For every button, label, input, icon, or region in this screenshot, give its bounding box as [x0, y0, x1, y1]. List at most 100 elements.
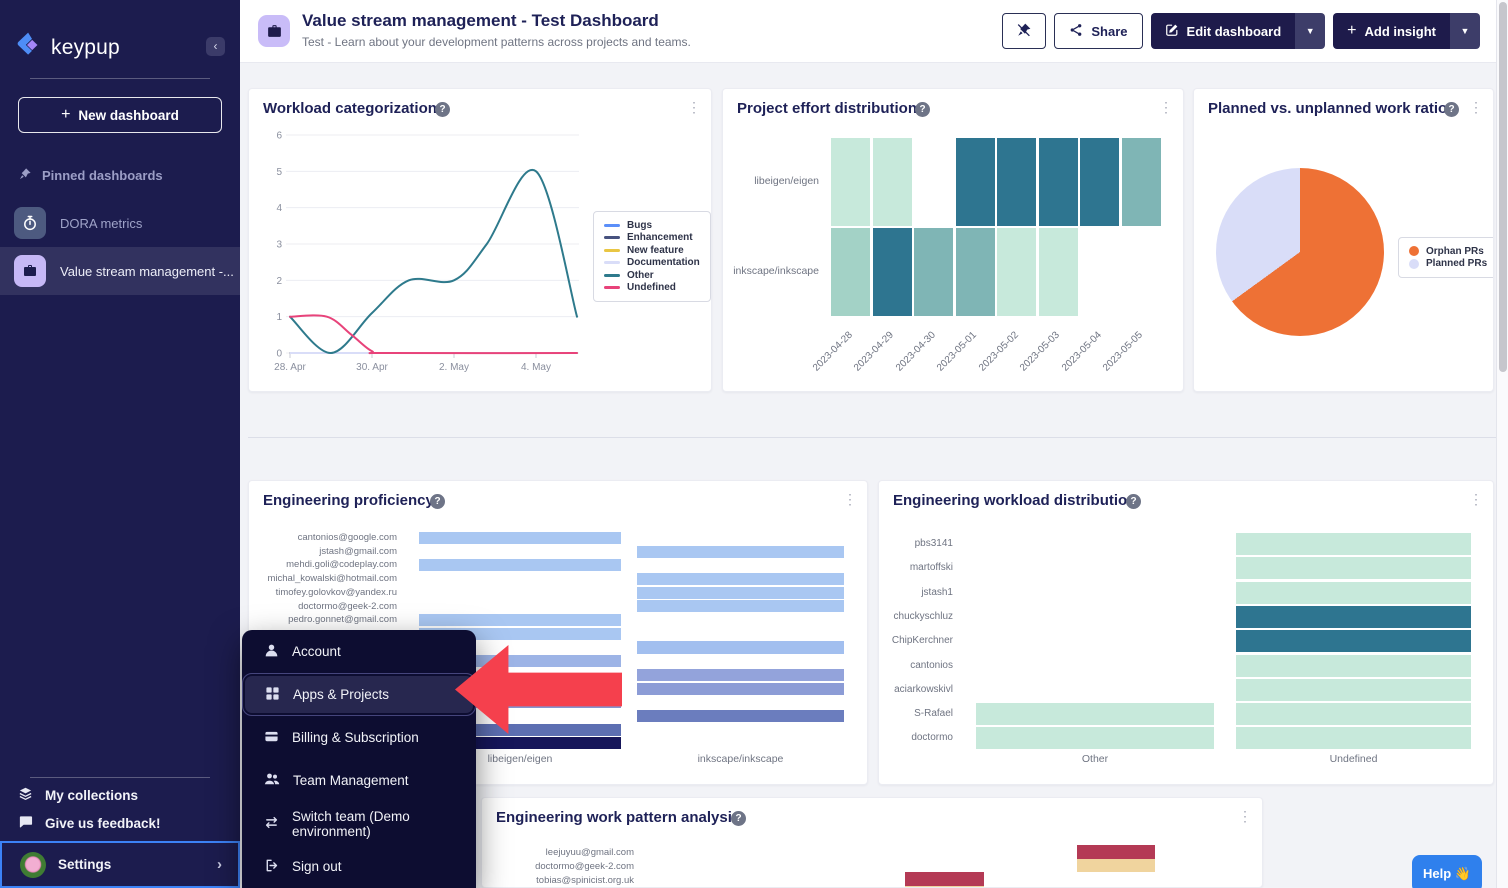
pin-icon [18, 167, 32, 184]
add-insight-button[interactable]: + Add insight [1333, 13, 1450, 49]
menu-item-team-management[interactable]: Team Management [242, 759, 476, 802]
workload-bar [1236, 678, 1471, 701]
menu-item-sign-out[interactable]: Sign out [242, 845, 476, 888]
help-button[interactable]: Help 👋 [1412, 855, 1482, 888]
pinned-dashboards-label: Pinned dashboards [42, 168, 163, 183]
legend-item[interactable]: Bugs [604, 219, 700, 232]
sidebar-item-dora-metrics[interactable]: DORA metrics [0, 199, 240, 247]
signout-icon [264, 858, 279, 876]
edit-dashboard-dropdown[interactable]: ▼ [1295, 13, 1326, 49]
caret-down-icon: ▼ [1460, 26, 1470, 36]
card-icon [264, 729, 279, 747]
kebab-menu-icon[interactable]: ⋮ [1469, 491, 1483, 507]
sidebar-item-give-us-feedback[interactable]: Give us feedback! [0, 809, 240, 837]
svg-text:30. Apr: 30. Apr [356, 362, 388, 373]
legend-swatch [604, 248, 620, 252]
heatmap-cell [955, 138, 995, 226]
card-title: Engineering proficiency [263, 492, 434, 509]
proficiency-bar [419, 614, 621, 627]
help-icon[interactable]: ? [731, 811, 746, 826]
legend-item[interactable]: Orphan PRs [1409, 245, 1487, 258]
group-axis-label: Undefined [1329, 753, 1378, 765]
scrollbar-thumb[interactable] [1499, 2, 1507, 372]
proficiency-bar [419, 559, 621, 572]
edit-dashboard-button[interactable]: Edit dashboard [1150, 13, 1296, 49]
help-icon[interactable]: ? [1444, 102, 1459, 117]
bar-row-label: mehdi.goli@codeplay.com [286, 559, 397, 571]
sidebar-item-my-collections[interactable]: My collections [0, 781, 240, 809]
menu-item-apps-projects[interactable]: Apps & Projects [242, 673, 476, 716]
legend-item[interactable]: Enhancement [604, 232, 700, 245]
legend-item[interactable]: New feature [604, 244, 700, 257]
proficiency-bar [637, 641, 844, 654]
sidebar-collapse-button[interactable]: ‹ [206, 37, 225, 56]
help-icon[interactable]: ? [915, 102, 930, 117]
workload-bar [1236, 605, 1471, 628]
scrollbar-track[interactable] [1496, 0, 1508, 888]
workload-bar [1236, 581, 1471, 604]
legend-swatch [604, 273, 620, 277]
proficiency-bar [637, 600, 844, 613]
bar-row-label: jstash1 [921, 586, 953, 598]
menu-item-billing-subscription[interactable]: Billing & Subscription [242, 716, 476, 759]
card-title: Engineering workload distribution [893, 492, 1137, 509]
bar-row-label: jstash@gmail.com [319, 545, 397, 557]
settings-label: Settings [58, 857, 112, 872]
menu-item-label: Account [292, 644, 341, 659]
help-icon[interactable]: ? [1126, 494, 1141, 509]
stopwatch-icon [14, 207, 46, 239]
card-engineering-workload-distribution: Engineering workload distribution? ⋮ pbs3… [878, 480, 1494, 785]
svg-text:4: 4 [276, 203, 282, 214]
kebab-menu-icon[interactable]: ⋮ [687, 99, 701, 115]
legend-item[interactable]: Undefined [604, 282, 700, 295]
new-dashboard-button[interactable]: + New dashboard [18, 97, 222, 133]
share-button[interactable]: Share [1054, 13, 1143, 49]
footer-item-label: My collections [45, 787, 139, 803]
sidebar-item-settings[interactable]: Settings › [0, 841, 240, 888]
heatmap-cell [831, 138, 870, 226]
kebab-menu-icon[interactable]: ⋮ [1469, 99, 1483, 115]
svg-text:6: 6 [276, 131, 282, 142]
heatmap-cell [1080, 138, 1119, 226]
kebab-menu-icon[interactable]: ⋮ [1159, 99, 1173, 115]
bar-row-label: ChipKerchner [891, 635, 953, 647]
workload-bar [1236, 630, 1471, 653]
heatmap-cell [914, 228, 953, 316]
chart-legend: Orphan PRs Planned PRs [1398, 237, 1493, 278]
menu-item-account[interactable]: Account [242, 630, 476, 673]
legend-label: Undefined [627, 282, 676, 294]
proficiency-bar [637, 709, 844, 723]
plus-icon: + [1347, 22, 1357, 39]
sidebar-divider [30, 78, 210, 79]
account-menu: Account Apps & Projects Billing & Subscrip… [242, 630, 476, 888]
card-title: Planned vs. unplanned work ratio [1208, 100, 1448, 117]
kebab-menu-icon[interactable]: ⋮ [843, 491, 857, 507]
svg-text:0: 0 [276, 349, 282, 360]
legend-item[interactable]: Documentation [604, 257, 700, 270]
group-axis-label: libeigen/eigen [487, 753, 553, 765]
legend-swatch [604, 286, 620, 290]
svg-text:2. May: 2. May [439, 362, 469, 373]
sidebar-item-value-stream-management[interactable]: Value stream management -... [0, 247, 240, 295]
help-icon[interactable]: ? [430, 494, 445, 509]
workload-bar [1236, 727, 1471, 750]
legend-item[interactable]: Other [604, 269, 700, 282]
unpin-button[interactable] [1002, 13, 1047, 49]
help-icon[interactable]: ? [435, 102, 450, 117]
menu-item-label: Billing & Subscription [292, 730, 419, 745]
legend-label: Documentation [627, 257, 700, 269]
bar-row-label: martoffski [909, 562, 953, 574]
bar-row-label: tobias@spinicist.org.uk [536, 874, 634, 886]
legend-item[interactable]: Planned PRs [1409, 258, 1487, 271]
heatmap-cell [1038, 228, 1078, 316]
heatmap-cell [1121, 138, 1161, 226]
proficiency-bar [419, 531, 621, 544]
dashboard-header: Value stream management - Test Dashboard… [240, 0, 1508, 63]
heatmap-cell [831, 228, 870, 316]
card-engineering-work-pattern: Engineering work pattern analysis? ⋮ leej… [481, 797, 1263, 888]
add-insight-dropdown[interactable]: ▼ [1450, 13, 1480, 49]
kebab-menu-icon[interactable]: ⋮ [1238, 808, 1252, 824]
menu-item-switch-team-demo-environment[interactable]: Switch team (Demo environment) [242, 802, 476, 845]
work-pattern-bar [905, 872, 984, 887]
menu-item-label: Apps & Projects [293, 687, 390, 702]
